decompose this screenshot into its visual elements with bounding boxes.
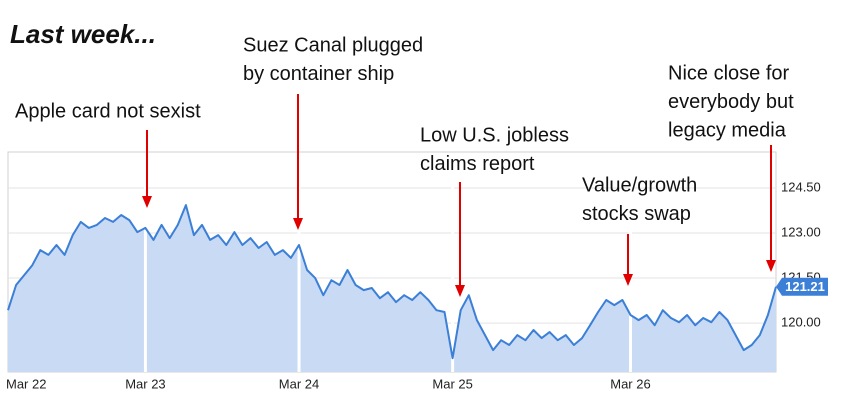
annotation: Nice close for: [668, 62, 789, 84]
annotation: stocks swap: [582, 203, 691, 225]
annotation: Value/growth: [582, 174, 697, 196]
last-price-label: 121.21: [785, 279, 825, 294]
x-tick-label: Mar 26: [610, 376, 650, 391]
annotation: Suez Canal plugged: [243, 34, 423, 56]
annotation: Low U.S. jobless: [420, 124, 569, 146]
arrow-head: [766, 260, 776, 272]
y-tick-label: 123.00: [781, 224, 821, 239]
annotation: by container ship: [243, 63, 394, 85]
area: [8, 205, 776, 372]
arrow-head: [293, 218, 303, 230]
arrow-head: [142, 196, 152, 208]
annotation: claims report: [420, 153, 535, 175]
last-price-badge: [776, 277, 828, 296]
x-tick-label: Mar 25: [432, 376, 472, 391]
y-tick-label: 120.00: [781, 315, 821, 330]
x-tick-label: Mar 23: [125, 376, 165, 391]
arrow-head: [623, 274, 633, 286]
price-line: [7, 204, 777, 360]
annotation: Apple card not sexist: [15, 100, 201, 122]
y-tick-label: 124.50: [781, 179, 821, 194]
annotation: everybody but: [668, 91, 794, 113]
annotation: legacy media: [668, 119, 787, 141]
x-tick-label: Mar 22: [6, 376, 46, 391]
chart-title: Last week...: [10, 19, 156, 49]
arrow-head: [455, 285, 465, 297]
x-tick-label: Mar 24: [279, 376, 319, 391]
